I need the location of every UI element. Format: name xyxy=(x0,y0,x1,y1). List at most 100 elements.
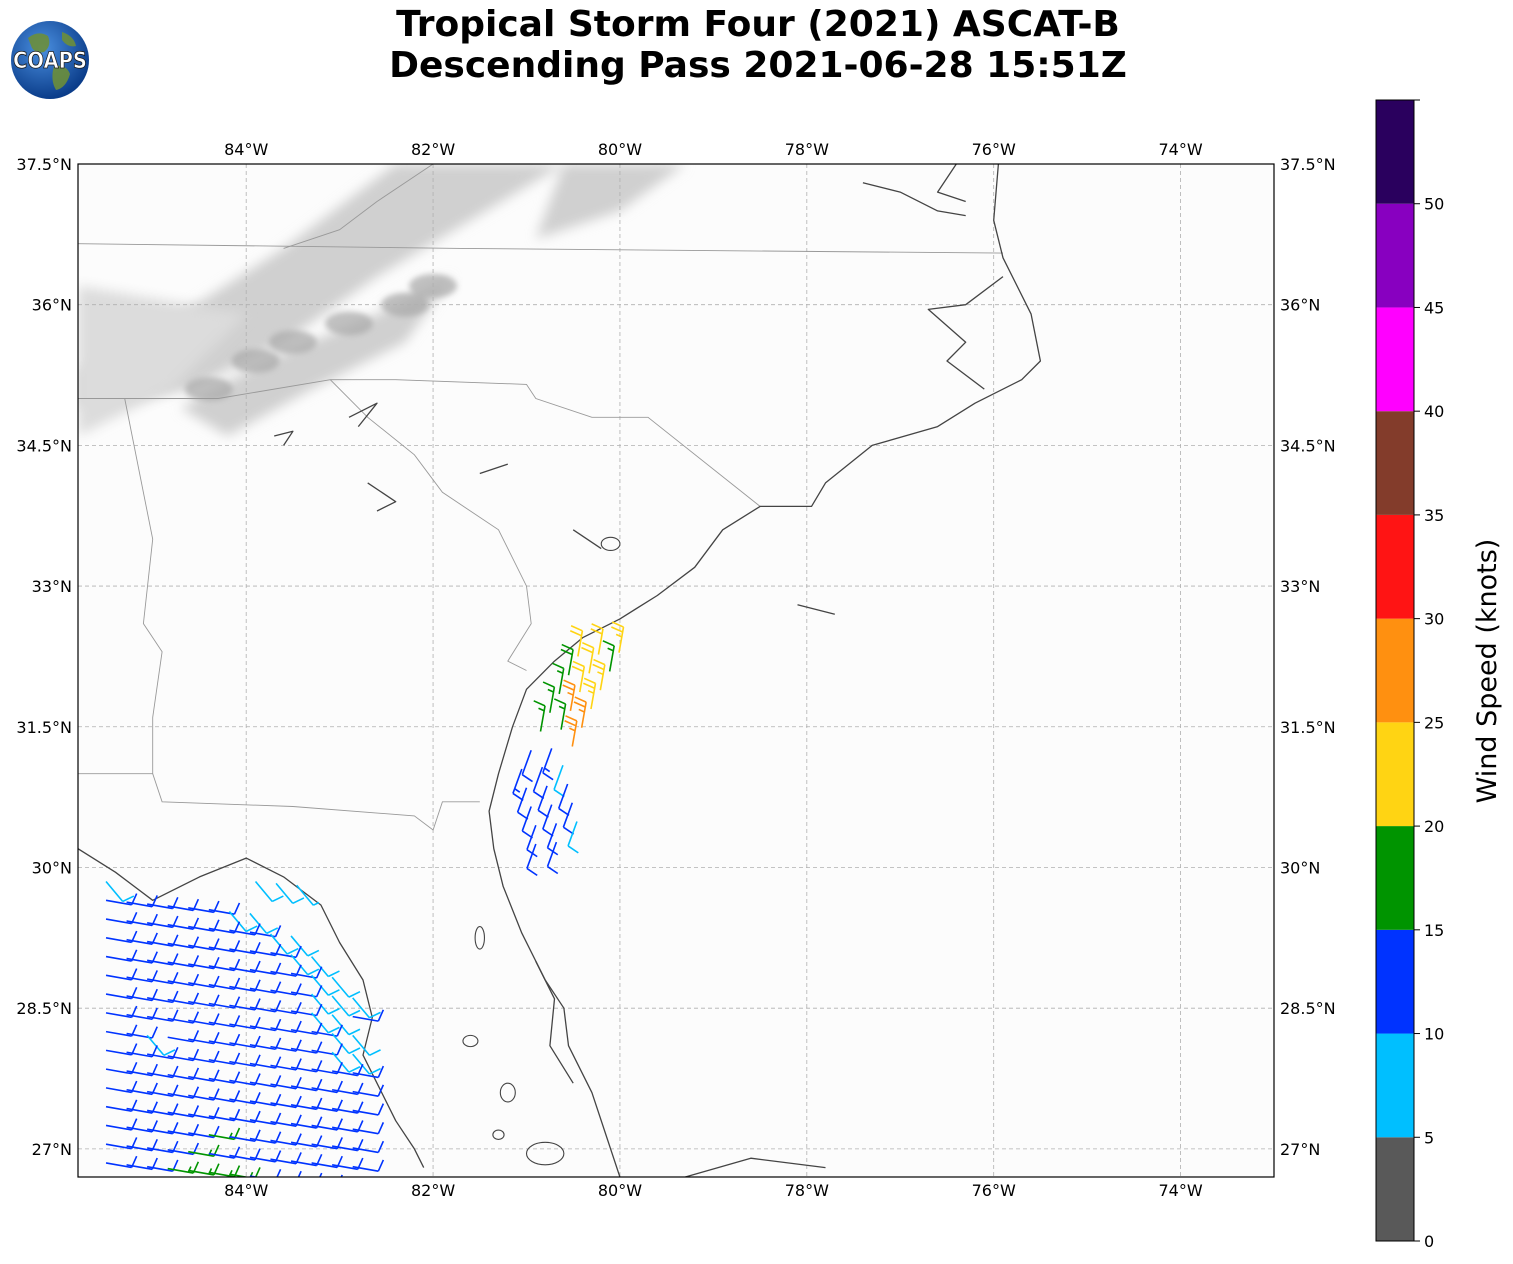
barb-shaft xyxy=(249,1062,276,1069)
barb-shaft xyxy=(208,1115,235,1122)
barb-shaft xyxy=(147,978,173,985)
barb-shaft xyxy=(270,1139,297,1146)
barb-shaft xyxy=(542,804,553,830)
barb-half-flag xyxy=(514,788,521,793)
barb-flag xyxy=(369,1011,381,1019)
barb-flag xyxy=(377,1122,385,1135)
wind-barb xyxy=(542,804,554,837)
barb-shaft xyxy=(546,823,558,849)
barb-shaft xyxy=(105,918,132,925)
barb-shaft xyxy=(249,1081,276,1088)
barb-shaft xyxy=(105,955,132,962)
barb-shaft xyxy=(126,920,153,927)
colorbar-bin xyxy=(1376,618,1414,723)
barb-flag xyxy=(581,641,594,649)
barb-shaft xyxy=(290,1047,317,1054)
barb-shaft xyxy=(167,923,194,930)
colorbar-bin xyxy=(1376,203,1414,308)
barb-shaft xyxy=(105,1012,132,1019)
lat-tick-label: 33°N xyxy=(32,577,72,596)
barb-flag xyxy=(592,663,605,671)
barb-flag xyxy=(292,897,305,905)
lon-tick-label: 76°W xyxy=(972,140,1016,159)
barb-shaft xyxy=(290,1103,317,1111)
barb-flag xyxy=(517,811,529,820)
barb-shaft xyxy=(352,1015,379,1022)
colorbar-tick-label: 50 xyxy=(1424,195,1444,214)
barb-half-flag xyxy=(544,767,551,773)
wind-barb xyxy=(571,660,586,693)
wind-barb xyxy=(319,1172,323,1177)
barb-flag xyxy=(569,629,582,637)
barb-shaft xyxy=(249,1025,276,1032)
colorbar-bin xyxy=(1376,1033,1414,1138)
wind-barb xyxy=(560,643,574,676)
barb-shaft xyxy=(526,824,537,850)
barb-flag xyxy=(271,895,284,903)
barb-shaft xyxy=(270,1064,297,1071)
wind-barb xyxy=(512,768,524,802)
barb-flag xyxy=(521,773,533,783)
barb-flag xyxy=(521,830,533,839)
lat-tick-label: 34.5°N xyxy=(16,436,72,455)
barb-flag xyxy=(560,648,573,656)
barb-shaft xyxy=(311,1105,338,1112)
barb-flag xyxy=(276,1168,282,1177)
barb-shaft xyxy=(352,1165,379,1172)
barb-shaft xyxy=(249,912,268,934)
colorbar-tick-label: 20 xyxy=(1424,817,1444,836)
barb-flag xyxy=(570,625,583,632)
barb-shaft xyxy=(557,783,569,809)
colorbar-frame xyxy=(1375,99,1415,1242)
wind-barb xyxy=(562,802,575,835)
barb-shaft xyxy=(332,1070,358,1077)
barb-shaft xyxy=(147,903,173,910)
barb-shaft xyxy=(126,995,153,1002)
terrain-peak xyxy=(324,311,373,336)
barb-flag xyxy=(512,792,524,802)
barb-flag xyxy=(533,700,546,707)
lon-tick-label: 82°W xyxy=(411,1181,455,1200)
lat-tick-label: 31.5°N xyxy=(16,718,72,737)
barb-shaft xyxy=(352,1090,379,1097)
barb-shaft xyxy=(290,954,309,976)
barb-shaft xyxy=(167,1092,194,1099)
lat-tick-label: 28.5°N xyxy=(16,999,72,1018)
barb-shaft xyxy=(208,1021,235,1028)
barb-half-flag xyxy=(567,691,574,696)
barb-shaft xyxy=(188,1132,215,1139)
barb-half-flag xyxy=(587,689,595,694)
barb-shaft xyxy=(208,927,235,934)
barb-shaft xyxy=(249,1156,276,1163)
terrain-ridge xyxy=(180,276,452,436)
barb-shaft xyxy=(126,1051,153,1058)
wind-barb xyxy=(105,881,135,903)
wind-barb xyxy=(331,995,361,1017)
wind-barb xyxy=(353,1179,384,1190)
barb-shaft xyxy=(229,1135,256,1142)
barb-flag xyxy=(348,1009,361,1017)
barb-half-flag xyxy=(615,633,623,638)
barb-shaft xyxy=(208,1077,235,1084)
terrain-ridge xyxy=(535,164,686,239)
barb-shaft xyxy=(126,901,153,908)
barb-shaft xyxy=(229,1042,256,1049)
colorbar-bin xyxy=(1376,826,1414,930)
terrain-peak xyxy=(268,330,317,355)
barb-shaft xyxy=(290,1028,317,1036)
barb-flag xyxy=(583,677,596,685)
barb-shaft xyxy=(275,882,294,904)
barb-shaft xyxy=(332,1088,358,1096)
barb-flag xyxy=(537,809,549,818)
wind-barb xyxy=(331,1032,361,1055)
barb-shaft xyxy=(562,802,574,828)
barb-flag xyxy=(574,696,587,703)
lat-tick-label: 36°N xyxy=(1280,296,1320,315)
wind-barb xyxy=(590,623,604,655)
barb-half-flag xyxy=(597,671,604,676)
barb-flag xyxy=(315,966,323,979)
barb-flag xyxy=(533,790,545,800)
barb-shaft xyxy=(167,1130,194,1137)
barb-flag xyxy=(377,1140,385,1153)
wind-barb xyxy=(275,882,305,905)
